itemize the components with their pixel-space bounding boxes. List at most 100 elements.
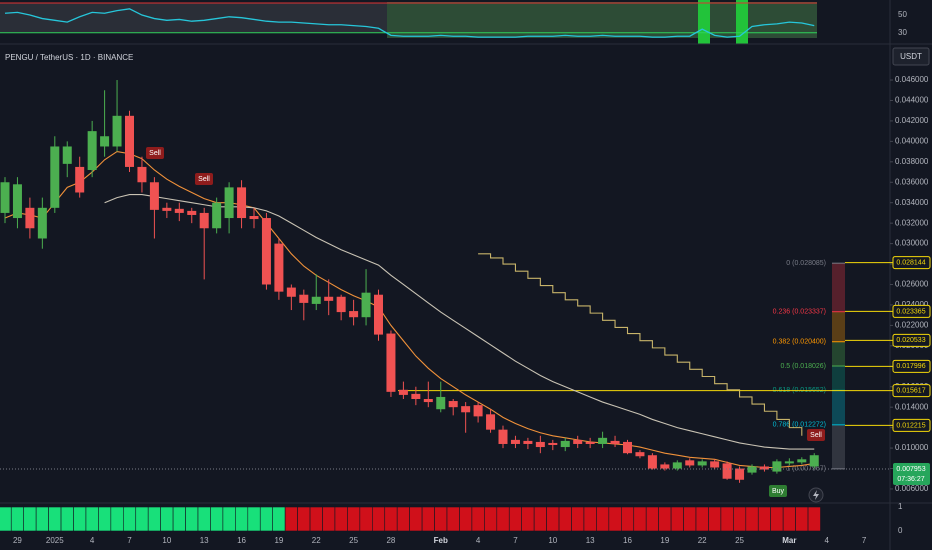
signal-box — [146, 147, 164, 159]
strip-bar — [459, 506, 473, 532]
candle-body — [660, 464, 670, 469]
last-price-box — [893, 462, 930, 485]
candle-body — [261, 218, 271, 285]
strip-bar — [645, 506, 659, 532]
candle-body — [199, 212, 209, 229]
strip-bar — [434, 506, 448, 532]
candle-body — [411, 393, 421, 399]
strip-bar — [496, 506, 510, 532]
strip-bar — [197, 506, 211, 532]
x-tick-label: 25 — [735, 536, 744, 545]
candle-body — [37, 207, 47, 239]
x-tick-label: 22 — [698, 536, 707, 545]
fib-band — [832, 390, 845, 425]
y-tick-label: 0.034000 — [895, 198, 929, 207]
signal-box — [195, 173, 213, 185]
strip-bar — [521, 506, 535, 532]
signal-label: Sell — [810, 432, 822, 439]
strip-bar — [185, 506, 199, 532]
candle-body — [137, 166, 147, 183]
candle-body — [623, 441, 632, 454]
x-tick-label: 19 — [274, 536, 283, 545]
fib-band — [832, 263, 845, 312]
currency-box[interactable] — [892, 47, 930, 66]
candle-body — [710, 461, 720, 468]
fib-band — [832, 424, 845, 469]
currency: USDT — [900, 52, 922, 61]
strip-bar — [222, 506, 236, 532]
price-box-label: 0.017996 — [896, 363, 925, 370]
price-box-label: 0.020533 — [896, 337, 925, 344]
candle-body — [324, 296, 334, 301]
x-tick-label: Feb — [434, 536, 448, 545]
strip-bar — [48, 506, 62, 532]
strip-bar — [334, 506, 348, 532]
y-tick-label: 0.036000 — [895, 177, 929, 186]
signal-label: Buy — [772, 488, 785, 495]
strip-bar — [259, 506, 273, 532]
fib-band — [832, 311, 845, 342]
strip-bar — [247, 506, 261, 532]
strip-bar — [0, 506, 12, 532]
strip-bar — [695, 506, 709, 532]
candle-body — [560, 440, 570, 448]
candle-body — [448, 401, 458, 408]
y-tick-label: 0.030000 — [895, 239, 929, 248]
signal-label: Sell — [149, 150, 161, 157]
price-box-label: 0.015617 — [896, 387, 925, 394]
candle-body — [685, 460, 695, 466]
strip-bar — [620, 506, 635, 532]
candle-body — [772, 461, 782, 472]
strip-bar — [384, 506, 398, 532]
candle-body — [809, 455, 819, 467]
strip-bar — [421, 506, 435, 532]
fib-label: 0.382 (0.020400) — [773, 339, 826, 346]
fib-label: 0.236 (0.023337) — [773, 309, 826, 316]
strip-bar — [608, 506, 622, 532]
candle-body — [598, 437, 608, 444]
strip-bar — [73, 506, 87, 532]
price-box — [892, 384, 931, 398]
candle-body — [486, 414, 496, 430]
strip-bar — [757, 506, 771, 532]
y-tick-label: 0.024000 — [895, 300, 929, 309]
y-tick-label: 0.014000 — [895, 402, 929, 411]
strip-tick-label: 0 — [898, 526, 903, 535]
x-tick-label: 7 — [513, 536, 518, 545]
strip-bar — [85, 506, 99, 532]
candle-body — [535, 441, 545, 448]
strip-bar — [210, 506, 224, 532]
strip-bar — [35, 506, 49, 532]
strip-bar — [583, 506, 597, 532]
candle-body — [12, 184, 22, 219]
chart-title: PENGU / TetherUS · 1D · BINANCE — [5, 53, 133, 62]
overlay-line — [4, 151, 815, 469]
strip-bar — [98, 506, 112, 532]
candle-body — [697, 461, 707, 466]
candle-body — [100, 136, 110, 147]
price-box — [892, 418, 931, 432]
strip-bar — [297, 506, 311, 532]
x-tick-label: 13 — [200, 536, 209, 545]
candle-body — [523, 440, 533, 444]
candle-body — [573, 439, 583, 444]
signal-box — [769, 485, 787, 497]
strip-bar — [770, 506, 784, 532]
candle-body — [747, 466, 757, 473]
price-box-label: 0.023365 — [896, 308, 925, 315]
x-tick-label: 16 — [623, 536, 632, 545]
price-box-label: 0.028144 — [896, 259, 925, 266]
strip-bar — [795, 506, 809, 532]
y-tick-label: 0.022000 — [895, 320, 929, 329]
y-tick-label: 0.026000 — [895, 280, 929, 289]
strip-bar — [147, 506, 161, 532]
candle-body — [461, 406, 471, 413]
candle-body — [249, 215, 259, 220]
x-tick-label: 4 — [824, 536, 829, 545]
price-box — [892, 256, 931, 270]
price-box-label: 0.012215 — [896, 422, 925, 429]
strip-bar — [272, 506, 286, 532]
candle-body — [212, 202, 222, 229]
